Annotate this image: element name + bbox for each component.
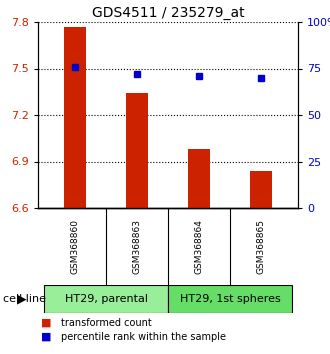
- Title: GDS4511 / 235279_at: GDS4511 / 235279_at: [92, 6, 244, 19]
- Text: HT29, 1st spheres: HT29, 1st spheres: [180, 294, 280, 304]
- Text: GSM368860: GSM368860: [71, 219, 80, 274]
- Bar: [168, 285, 292, 313]
- Bar: [126, 93, 148, 208]
- Text: HT29, parental: HT29, parental: [65, 294, 148, 304]
- Text: GSM368865: GSM368865: [256, 219, 265, 274]
- Text: transformed count: transformed count: [61, 318, 152, 328]
- Text: ■: ■: [41, 332, 52, 342]
- Text: percentile rank within the sample: percentile rank within the sample: [61, 332, 226, 342]
- Text: ▶: ▶: [17, 292, 26, 306]
- Bar: [64, 27, 86, 208]
- Text: GSM368863: GSM368863: [133, 219, 142, 274]
- Text: ■: ■: [41, 318, 52, 328]
- Text: cell line: cell line: [3, 294, 46, 304]
- Bar: [250, 171, 272, 208]
- Text: GSM368864: GSM368864: [194, 219, 204, 274]
- Bar: [188, 149, 210, 208]
- Bar: [44, 285, 168, 313]
